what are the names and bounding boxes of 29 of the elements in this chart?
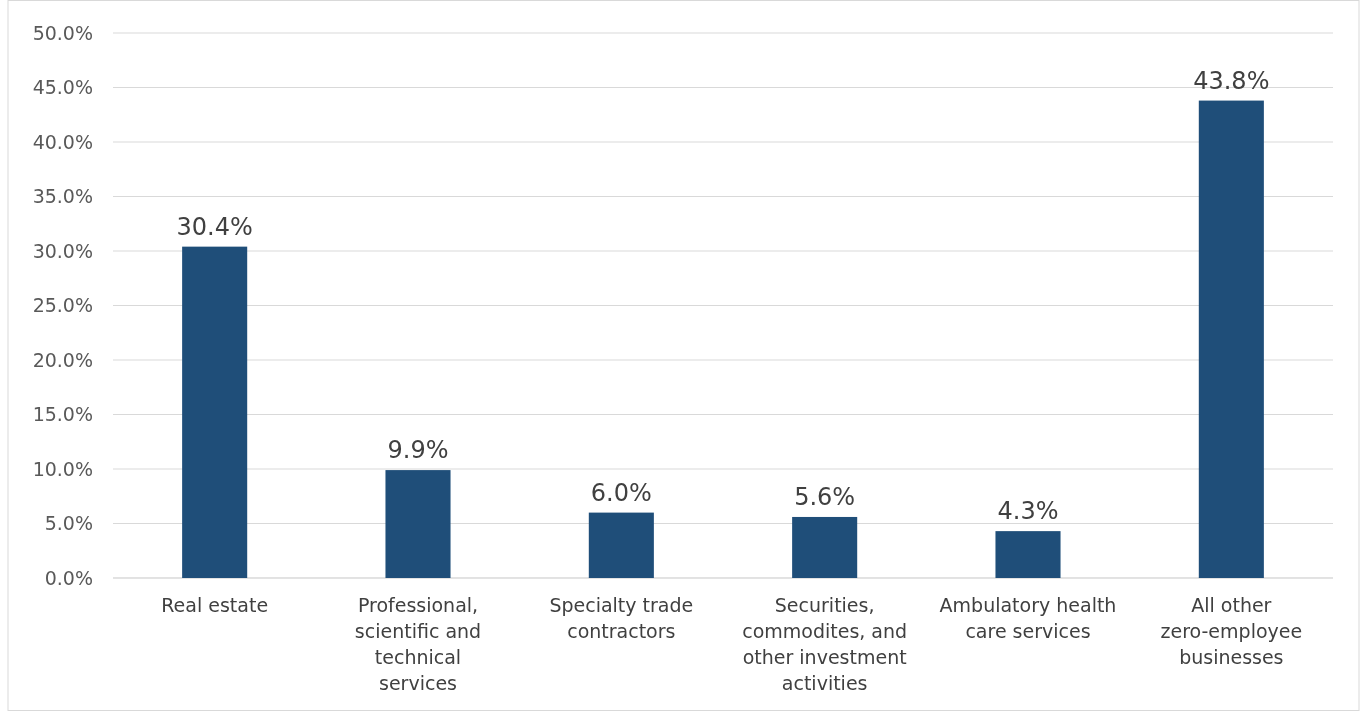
data-label: 43.8% — [1193, 66, 1270, 95]
y-tick-label: 45.0% — [32, 76, 93, 99]
data-label: 4.3% — [997, 497, 1059, 526]
bar — [182, 246, 248, 578]
bar — [995, 531, 1061, 578]
y-tick-label: 10.0% — [32, 457, 93, 480]
y-tick-label: 25.0% — [32, 294, 93, 317]
data-label: 5.6% — [794, 482, 856, 511]
y-tick-label: 35.0% — [32, 185, 93, 208]
x-tick-label: Securities, commodites, and other investment activities — [742, 594, 908, 694]
data-label: 6.0% — [590, 478, 652, 507]
x-tick-label: All other zero-employee businesses — [1160, 594, 1303, 668]
y-tick-label: 20.0% — [32, 348, 93, 371]
y-tick-label: 30.0% — [32, 239, 93, 262]
bar — [1198, 100, 1264, 578]
data-label: 9.9% — [387, 436, 449, 465]
bar — [792, 516, 858, 578]
data-label: 30.4% — [176, 212, 253, 241]
y-tick-label: 0.0% — [44, 566, 93, 589]
x-tick-label: Real estate — [161, 594, 269, 616]
x-tick-label: Specialty trade contractors — [549, 594, 694, 642]
bar — [385, 470, 451, 578]
x-tick-label: Ambulatory health care services — [939, 594, 1117, 642]
bar — [588, 512, 654, 578]
x-tick-label: Professional, scientific and technical services — [354, 594, 482, 694]
y-tick-label: 15.0% — [32, 403, 93, 426]
y-tick-label: 40.0% — [32, 130, 93, 153]
y-tick-label: 50.0% — [32, 21, 93, 44]
y-tick-label: 5.0% — [44, 512, 93, 535]
